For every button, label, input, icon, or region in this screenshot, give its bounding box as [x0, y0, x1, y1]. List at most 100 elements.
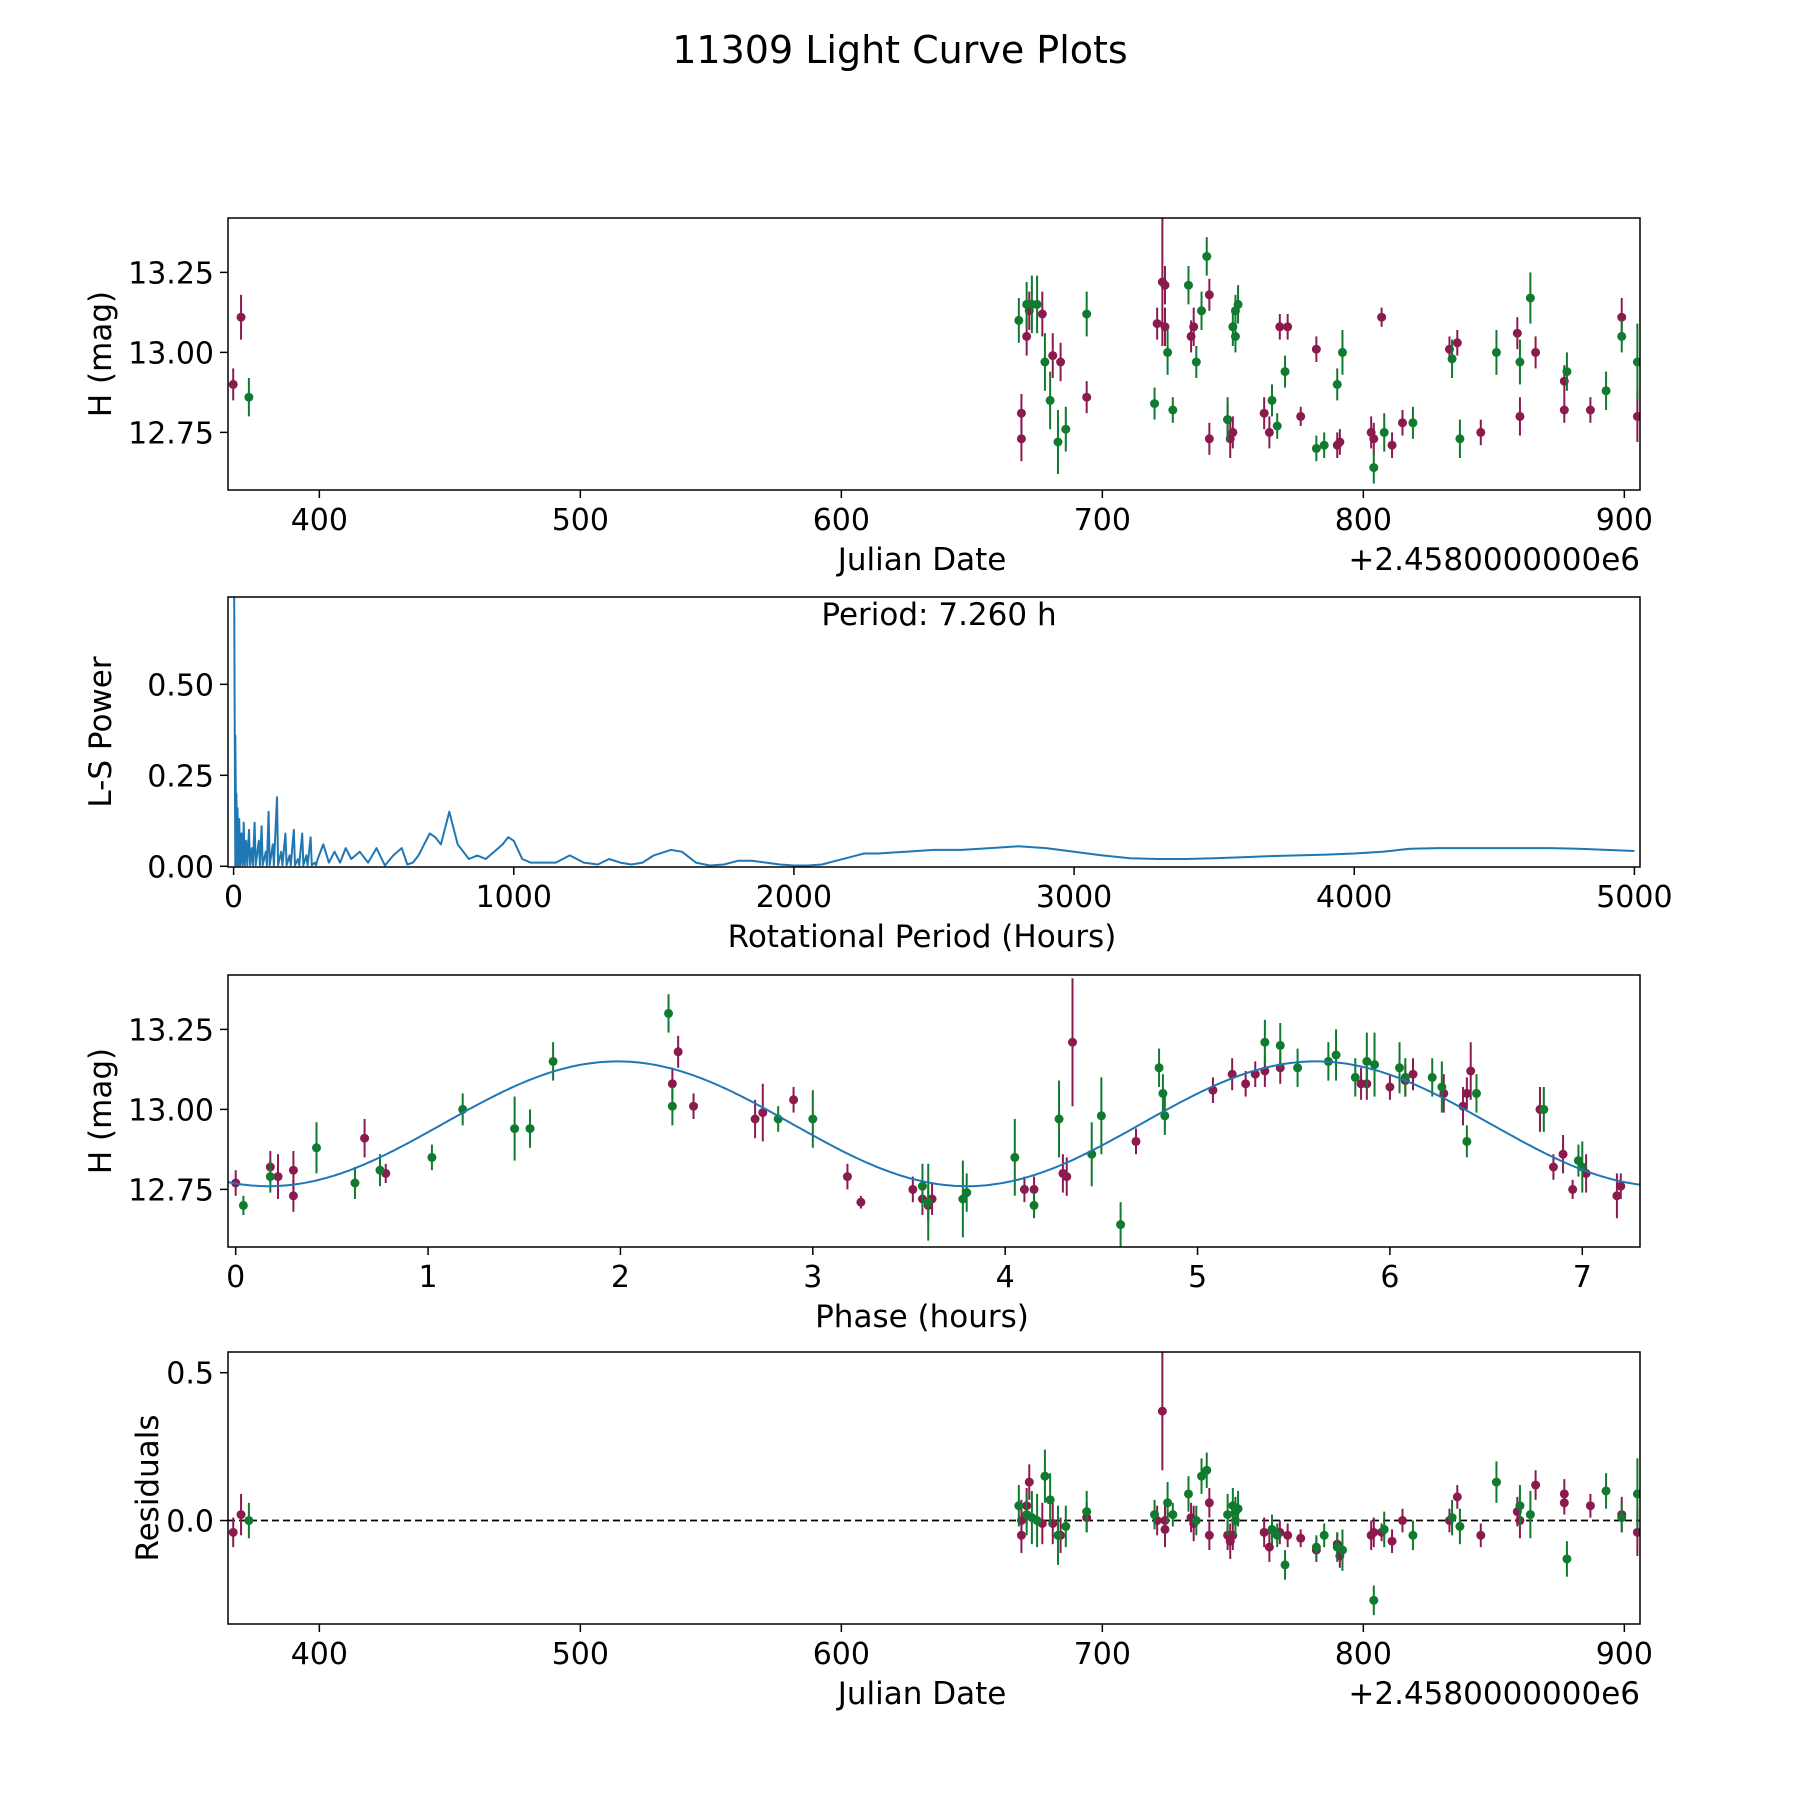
data-point — [1437, 1082, 1447, 1092]
data-point — [1387, 1536, 1397, 1546]
data-point — [1601, 1486, 1611, 1496]
data-point — [1562, 1554, 1572, 1564]
data-point — [228, 1527, 238, 1537]
data-point — [1183, 280, 1193, 290]
data-point — [1233, 299, 1243, 309]
x-offset-text: +2.4580000000e6 — [1348, 1676, 1640, 1712]
data-point — [1275, 322, 1285, 332]
data-point — [908, 1184, 918, 1194]
data-point — [917, 1181, 927, 1191]
data-point — [1016, 408, 1026, 418]
data-point — [288, 1165, 298, 1175]
y-tick-label: 12.75 — [128, 1173, 214, 1208]
y-tick-label: 13.25 — [128, 1013, 214, 1048]
data-point — [1311, 344, 1321, 354]
data-point — [1150, 399, 1160, 409]
data-point — [1260, 1037, 1270, 1047]
data-point — [1259, 408, 1269, 418]
plot-area — [228, 218, 1640, 484]
data-point — [1022, 331, 1032, 341]
data-point — [1061, 424, 1071, 434]
x-tick-label: 2000 — [756, 880, 832, 915]
data-point — [1223, 1510, 1233, 1520]
data-point — [1397, 418, 1407, 428]
data-point — [1283, 1530, 1293, 1540]
data-point — [1168, 405, 1178, 415]
data-point — [1202, 1465, 1212, 1475]
data-point — [1370, 1060, 1380, 1070]
data-point — [1385, 1082, 1395, 1092]
x-tick-label: 6 — [1380, 1260, 1399, 1295]
data-point — [923, 1197, 933, 1207]
data-point — [1296, 1533, 1306, 1543]
model-fit-curve — [228, 1060, 1640, 1188]
data-point — [1272, 1530, 1282, 1540]
data-point — [244, 1516, 254, 1526]
data-point — [664, 1008, 674, 1018]
y-tick-label: 0.5 — [166, 1357, 214, 1392]
data-point — [1267, 1524, 1277, 1534]
data-point — [1319, 1530, 1329, 1540]
data-point — [265, 1172, 275, 1182]
x-tick-label: 900 — [1596, 1637, 1653, 1672]
data-point — [1061, 1521, 1071, 1531]
data-point — [1408, 418, 1418, 428]
x-tick-label: 600 — [813, 1637, 870, 1672]
y-tick-label: 12.75 — [128, 416, 214, 451]
x-tick-label: 4000 — [1316, 880, 1392, 915]
data-point — [1531, 1480, 1541, 1490]
axes-frame — [227, 1351, 1641, 1625]
data-point — [1471, 1088, 1481, 1098]
data-point — [1154, 1063, 1164, 1073]
data-point — [1387, 440, 1397, 450]
data-point — [1476, 1530, 1486, 1540]
data-point — [667, 1079, 677, 1089]
data-point — [1447, 354, 1457, 364]
data-point — [1228, 427, 1238, 437]
data-point — [1617, 331, 1627, 341]
data-point — [673, 1047, 683, 1057]
data-point — [1531, 347, 1541, 357]
data-point — [311, 1143, 321, 1153]
data-point — [1010, 1152, 1020, 1162]
data-point — [1045, 1495, 1055, 1505]
data-point — [1168, 1510, 1178, 1520]
data-point — [1191, 357, 1201, 367]
data-point — [1491, 1477, 1501, 1487]
data-point — [1337, 347, 1347, 357]
y-axis-label: Residuals — [130, 1414, 166, 1561]
data-point — [1054, 1114, 1064, 1124]
data-point — [1056, 357, 1066, 367]
data-point — [1241, 1079, 1251, 1089]
data-point — [1048, 351, 1058, 361]
data-point — [1559, 405, 1569, 415]
data-point — [1455, 1521, 1465, 1531]
data-point — [1014, 1501, 1024, 1511]
data-point — [1037, 309, 1047, 319]
x-tick-label: 5 — [1188, 1260, 1207, 1295]
y-axis-label: L-S Power — [83, 656, 119, 807]
data-point — [350, 1178, 360, 1188]
data-point — [1233, 1504, 1243, 1514]
data-point — [1204, 434, 1214, 444]
data-point — [1335, 437, 1345, 447]
data-point — [1562, 367, 1572, 377]
data-point — [1204, 1498, 1214, 1508]
data-point — [1616, 1181, 1626, 1191]
data-point — [236, 312, 246, 322]
data-point — [228, 379, 238, 389]
data-point — [1617, 312, 1627, 322]
data-point — [1632, 357, 1640, 367]
data-point — [1191, 1516, 1201, 1526]
data-point — [1040, 357, 1050, 367]
data-point — [1204, 290, 1214, 300]
x-tick-label: 600 — [813, 503, 870, 538]
x-tick-label: 700 — [1074, 1637, 1131, 1672]
data-point — [1275, 1040, 1285, 1050]
y-tick-label: 13.25 — [128, 256, 214, 291]
x-tick-label: 5000 — [1596, 880, 1672, 915]
axes-frame — [227, 974, 1641, 1248]
data-point — [1395, 1063, 1405, 1073]
y-tick-label: 13.00 — [128, 1093, 214, 1128]
data-point — [1617, 1513, 1627, 1523]
